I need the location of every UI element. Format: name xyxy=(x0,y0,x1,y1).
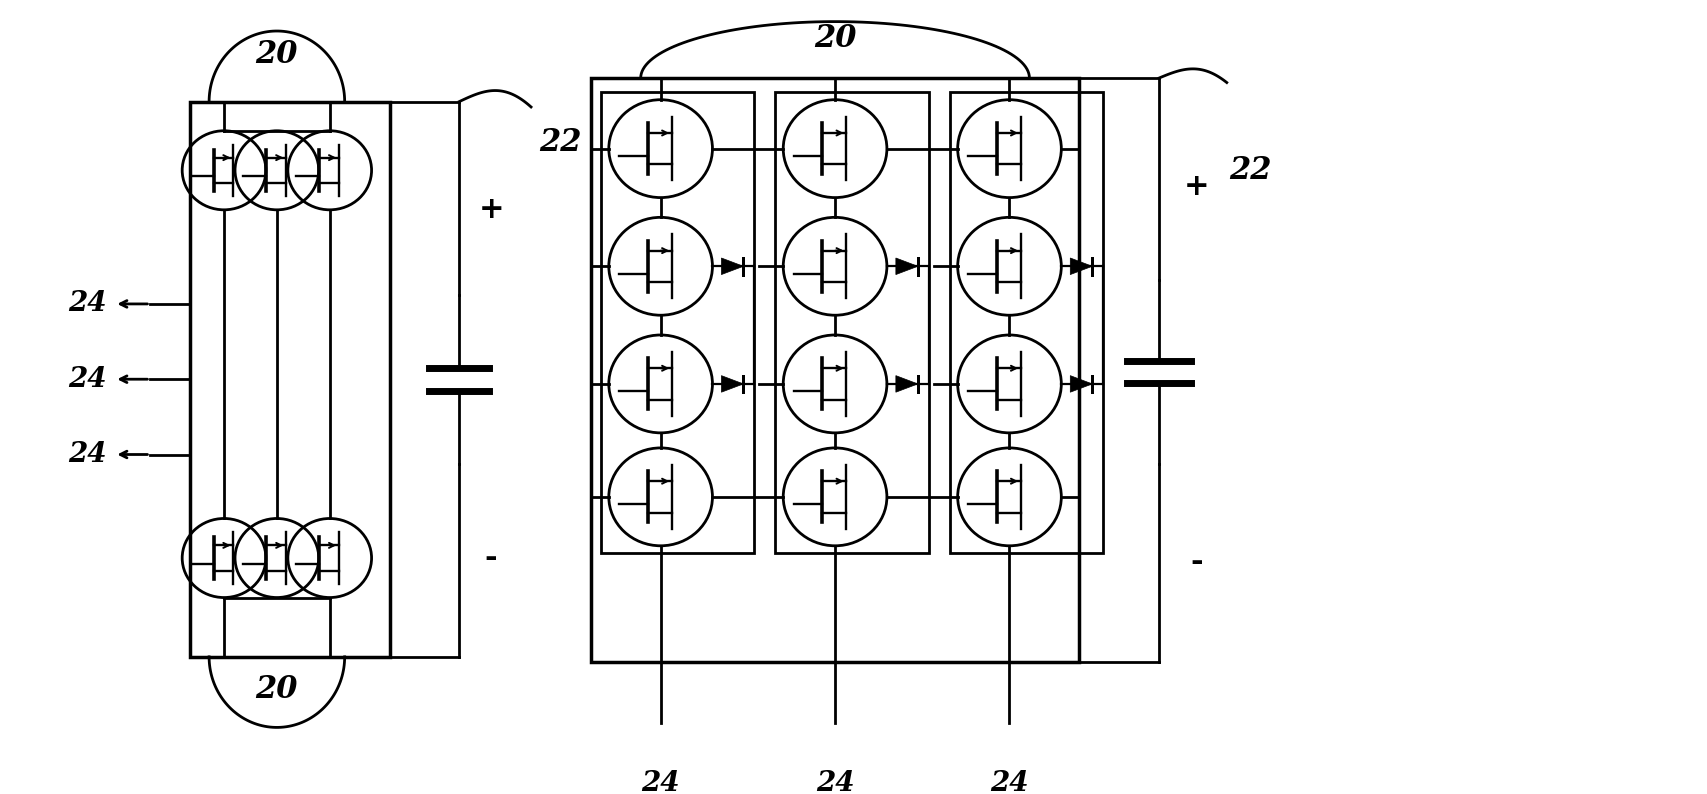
Text: 24: 24 xyxy=(990,770,1028,794)
Polygon shape xyxy=(896,258,917,275)
Bar xyxy=(591,78,1079,661)
Text: -: - xyxy=(485,544,497,572)
Bar xyxy=(189,102,389,657)
Text: 20: 20 xyxy=(813,23,855,54)
Text: 20: 20 xyxy=(256,674,299,705)
Polygon shape xyxy=(896,376,917,392)
Text: 20: 20 xyxy=(256,39,299,70)
Bar xyxy=(775,92,929,553)
Bar xyxy=(601,92,754,553)
Text: 22: 22 xyxy=(539,126,580,157)
Bar xyxy=(949,92,1103,553)
Text: 24: 24 xyxy=(68,291,108,318)
Text: 24: 24 xyxy=(642,770,679,794)
Text: 22: 22 xyxy=(1227,155,1270,186)
Polygon shape xyxy=(1070,258,1091,275)
Polygon shape xyxy=(720,258,743,275)
Text: 24: 24 xyxy=(68,366,108,393)
Text: 24: 24 xyxy=(68,441,108,468)
Text: 24: 24 xyxy=(816,770,854,794)
Polygon shape xyxy=(720,376,743,392)
Text: +: + xyxy=(478,195,504,225)
Text: -: - xyxy=(1190,548,1202,577)
Text: +: + xyxy=(1183,172,1209,201)
Polygon shape xyxy=(1070,376,1091,392)
